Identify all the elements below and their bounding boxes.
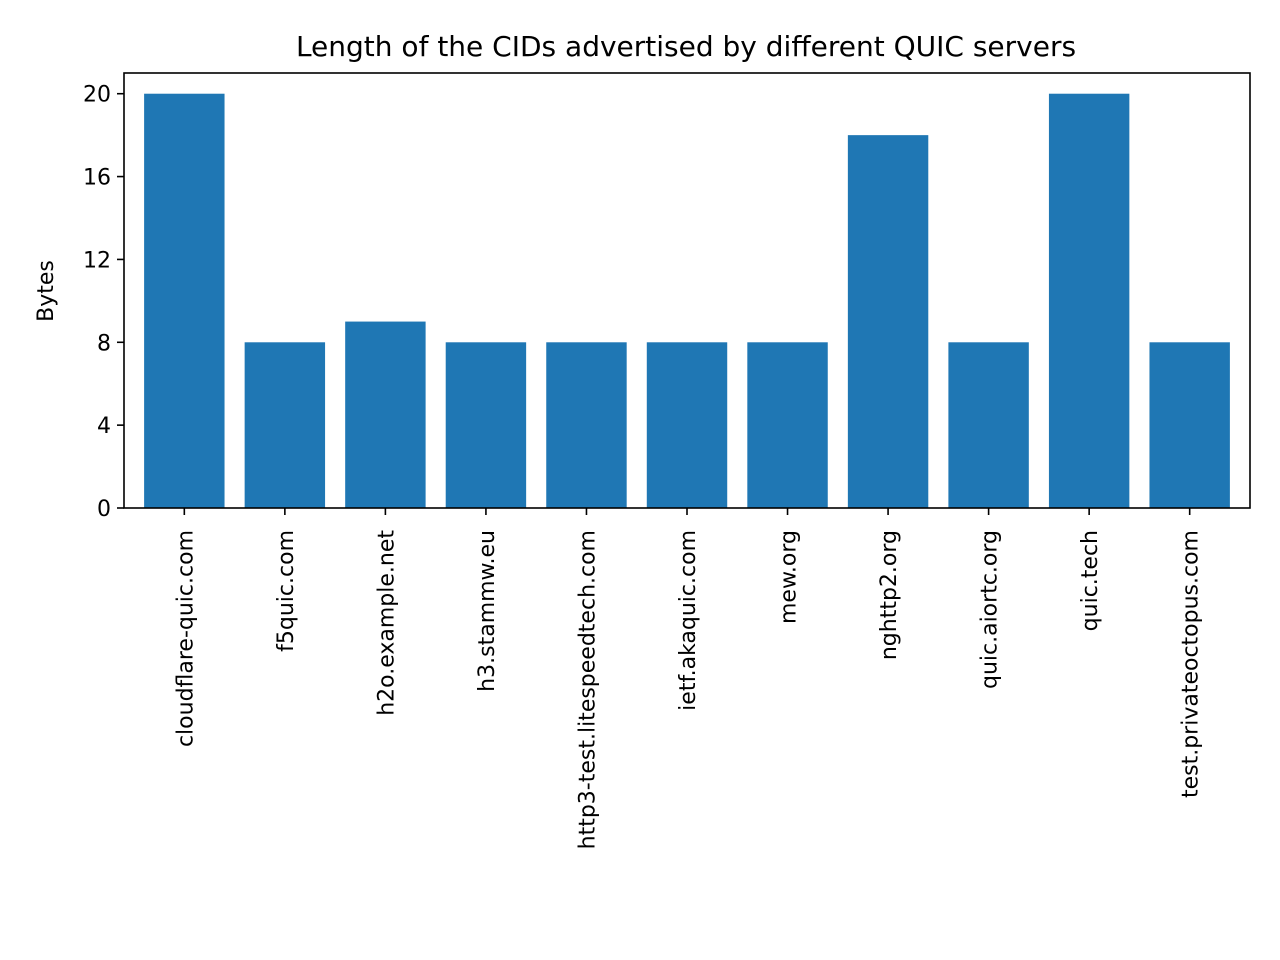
- chart-title: Length of the CIDs advertised by differe…: [296, 30, 1076, 63]
- bar-h2o.example.net: [345, 321, 426, 508]
- y-tick-label: 8: [97, 331, 111, 356]
- bar-f5quic.com: [244, 342, 326, 508]
- x-tick-label: h3.stammw.eu: [475, 530, 500, 692]
- bar-quic.aiortc.org: [948, 342, 1029, 508]
- x-tick-label: h2o.example.net: [374, 530, 399, 716]
- x-tick-label: quic.aiortc.org: [978, 530, 1003, 689]
- y-axis-ticks: 0 4 8 12 16 20: [83, 83, 124, 522]
- x-tick-label: mew.org: [777, 530, 802, 624]
- bar-quic.tech: [1048, 93, 1130, 509]
- bars-group: [144, 93, 1230, 509]
- x-tick-label: http3-test.litespeedtech.com: [575, 530, 600, 849]
- bar-http3-test.litespeedtech.com: [546, 342, 627, 508]
- x-tick-label: test.privateoctopus.com: [1179, 530, 1204, 798]
- x-tick-label: nghttp2.org: [877, 530, 902, 660]
- x-axis-ticks: cloudflare-quic.com f5quic.com h2o.example…: [173, 508, 1204, 849]
- y-tick-label: 20: [83, 83, 111, 108]
- x-tick-label: cloudflare-quic.com: [173, 530, 198, 747]
- y-tick-label: 0: [97, 497, 111, 522]
- bar-nghttp2.org: [847, 135, 929, 508]
- y-axis-label: Bytes: [34, 260, 59, 322]
- x-tick-label: ietf.akaquic.com: [676, 530, 701, 711]
- x-tick-label: quic.tech: [1078, 530, 1103, 631]
- bar-mew.org: [747, 342, 828, 508]
- bar-ietf.akaquic.com: [646, 342, 728, 508]
- plot-frame: [123, 72, 1251, 509]
- y-tick-label: 12: [83, 248, 111, 273]
- y-tick-label: 4: [97, 414, 111, 439]
- bar-cloudflare-quic.com: [144, 93, 225, 509]
- bar-h3.stammw.eu: [445, 342, 527, 508]
- x-tick-label: f5quic.com: [274, 530, 299, 652]
- bar-test.privateoctopus.com: [1149, 342, 1230, 508]
- y-tick-label: 16: [83, 166, 111, 191]
